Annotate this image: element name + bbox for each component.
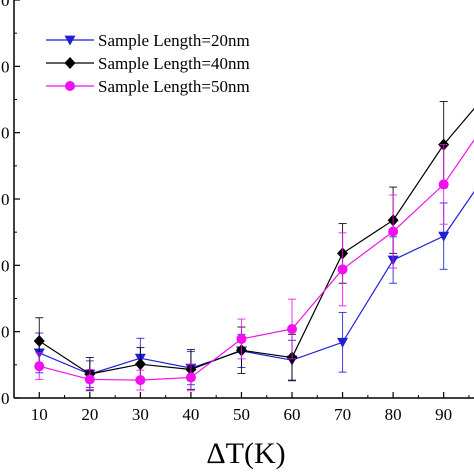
legend: Sample Length=20nm Sample Length=40nm Samp… bbox=[46, 31, 250, 96]
y-tick-label: 0 bbox=[1, 256, 10, 275]
x-tick-label: 60 bbox=[284, 405, 301, 424]
x-tick-label: 10 bbox=[31, 405, 48, 424]
data-point bbox=[388, 226, 399, 237]
x-axis-title: ΔT(K) bbox=[206, 437, 285, 470]
data-point bbox=[33, 334, 45, 347]
y-ticks: 0 0 0 0 0 0 0 bbox=[1, 0, 20, 408]
data-point bbox=[135, 375, 146, 386]
data-point bbox=[84, 374, 95, 385]
legend-marker bbox=[64, 57, 76, 69]
x-ticks: 10 20 30 40 50 60 70 80 90 bbox=[31, 392, 470, 424]
x-tick-label: 30 bbox=[132, 405, 149, 424]
series-line bbox=[38, 107, 474, 375]
y-tick-label: 0 bbox=[1, 0, 10, 10]
data-point bbox=[287, 324, 298, 335]
legend-marker bbox=[64, 35, 76, 46]
x-tick-label: 80 bbox=[385, 405, 402, 424]
data-point bbox=[185, 372, 196, 383]
data-point bbox=[438, 231, 450, 242]
legend-marker bbox=[65, 81, 75, 91]
data-point bbox=[337, 264, 348, 275]
y-tick-label: 0 bbox=[1, 57, 10, 76]
data-point bbox=[337, 337, 349, 348]
legend-label: Sample Length=20nm bbox=[98, 31, 250, 50]
y-tick-label: 0 bbox=[1, 124, 10, 143]
series-1 bbox=[33, 100, 474, 392]
y-tick-label: 0 bbox=[1, 323, 10, 342]
series-line bbox=[39, 139, 474, 381]
series-line bbox=[39, 190, 474, 375]
x-tick-label: 50 bbox=[233, 405, 250, 424]
series-layer bbox=[33, 100, 474, 392]
y-tick-label: 0 bbox=[1, 389, 10, 408]
y-tick-label: 0 bbox=[1, 190, 10, 209]
data-point bbox=[34, 361, 45, 372]
data-point bbox=[236, 333, 247, 344]
series-0 bbox=[33, 190, 474, 388]
legend-label: Sample Length=40nm bbox=[98, 54, 250, 73]
series-2 bbox=[34, 139, 474, 392]
x-tick-label: 70 bbox=[334, 405, 351, 424]
x-tick-label: 90 bbox=[435, 405, 452, 424]
data-point bbox=[134, 358, 146, 371]
legend-label: Sample Length=50nm bbox=[98, 77, 250, 96]
x-tick-label: 40 bbox=[182, 405, 199, 424]
data-point bbox=[438, 179, 449, 190]
x-tick-label: 20 bbox=[81, 405, 98, 424]
